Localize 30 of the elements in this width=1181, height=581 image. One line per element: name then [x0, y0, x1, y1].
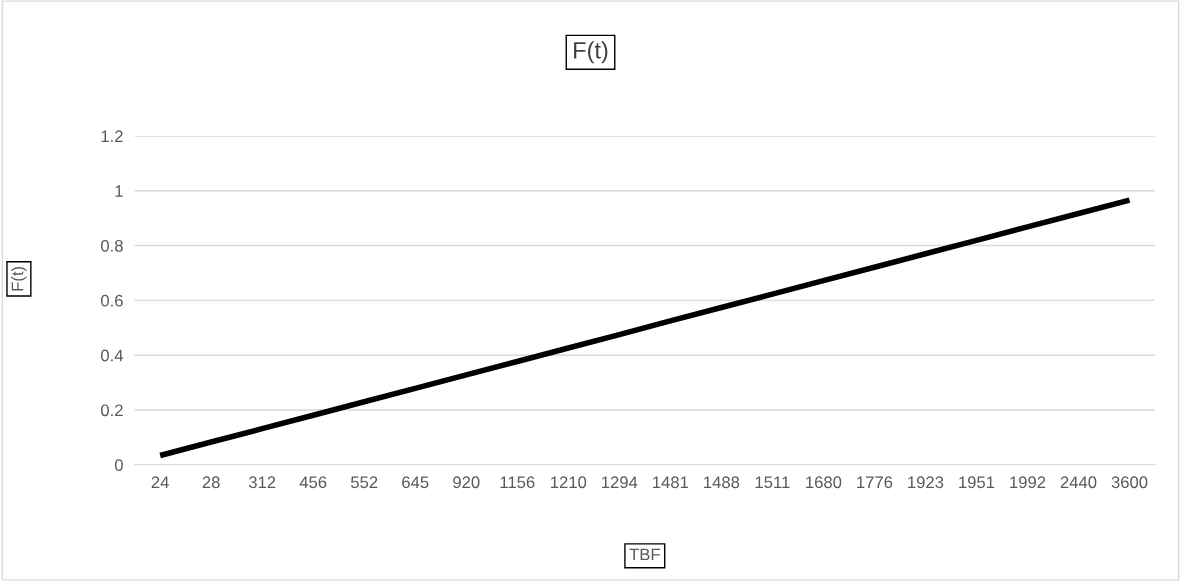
- x-tick-label: 645: [402, 476, 429, 489]
- x-tick-label: 3600: [1111, 476, 1148, 489]
- x-tick-label: 1156: [500, 476, 535, 489]
- x-tick-label: 24: [151, 476, 169, 488]
- y-tick-label: 0.2: [101, 404, 123, 417]
- x-tick-label: 920: [453, 476, 480, 489]
- x-tick-label: 1210: [551, 476, 587, 489]
- y-tick-label: 0.8: [101, 239, 123, 252]
- x-tick-label: 1511: [755, 476, 790, 489]
- x-tick-label: 2440: [1060, 476, 1097, 489]
- y-tick-label: 0.4: [101, 349, 124, 362]
- x-tick-label: 1488: [704, 476, 740, 489]
- chart-title: F(t): [574, 41, 608, 64]
- x-tick-label: 28: [202, 476, 220, 489]
- x-tick-label: 312: [248, 476, 276, 489]
- x-tick-label: 1923: [908, 476, 944, 489]
- y-tick-label: 1: [115, 185, 123, 197]
- x-tick-label: 1294: [602, 476, 638, 489]
- x-tick-label: 1680: [806, 476, 842, 489]
- x-axis-title: TBF: [629, 548, 660, 561]
- x-tick-label: 552: [350, 476, 378, 489]
- x-tick-label: 456: [299, 476, 327, 489]
- x-tick-label: 1992: [1010, 476, 1046, 489]
- y-tick-label: 0: [114, 459, 123, 471]
- x-tick-label: 1951: [959, 476, 995, 489]
- y-tick-label: 1.2: [101, 130, 123, 142]
- x-tick-label: 1481: [653, 476, 689, 489]
- y-tick-label: 0.6: [101, 294, 123, 307]
- x-tick-label: 1776: [857, 476, 893, 489]
- y-axis-title: F(t): [11, 266, 27, 291]
